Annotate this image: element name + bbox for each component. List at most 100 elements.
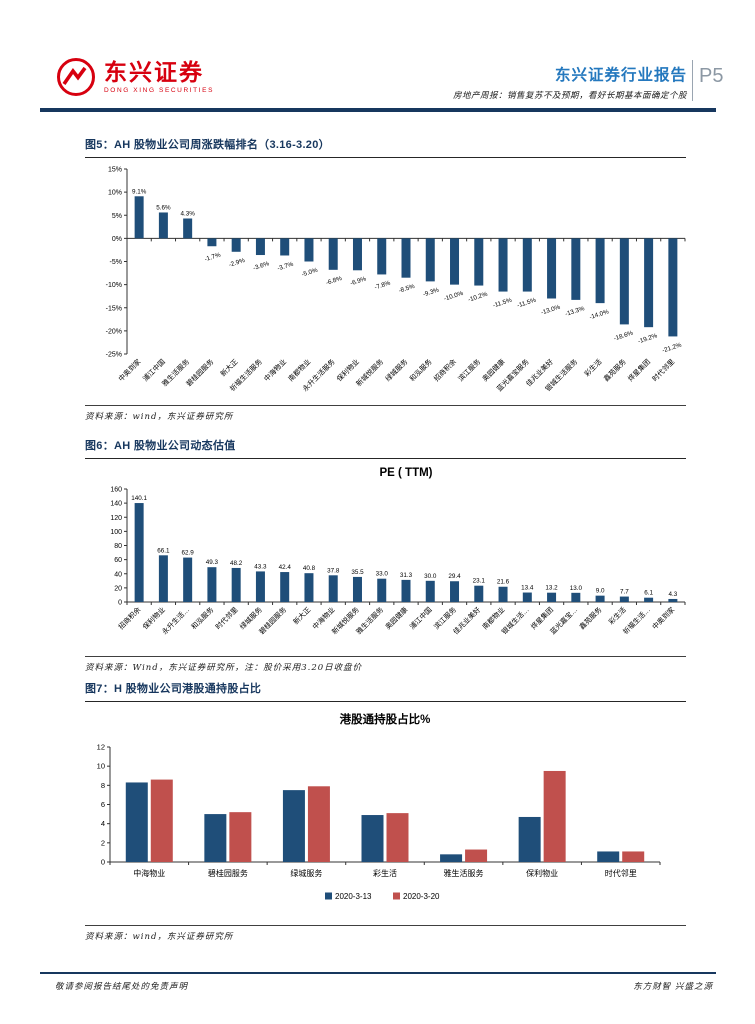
svg-text:彩生活: 彩生活 (373, 868, 397, 878)
svg-text:-18.6%: -18.6% (613, 330, 635, 343)
svg-text:140: 140 (110, 501, 122, 508)
svg-text:滨江服务: 滨江服务 (456, 357, 482, 383)
footer-rule (40, 972, 716, 974)
svg-text:2: 2 (101, 838, 105, 847)
figure-7: 图7：H 股物业公司港股通持股占比 12 10 8 6 4 2 0 港股通持股占比% 中海物业 碧… (85, 680, 686, 942)
svg-text:0: 0 (118, 600, 122, 607)
svg-text:时代邻里: 时代邻里 (650, 357, 676, 383)
figure5-bar-chart: 15% 10% 5% 0% -5% -10% -15% -20% -25% 9.1% 中奥到家 5.6… (106, 167, 686, 393)
logo-mark-icon (57, 58, 95, 96)
svg-text:2020-3-13: 2020-3-13 (335, 892, 372, 901)
svg-text:浦江中国: 浦江中国 (141, 357, 167, 383)
svg-text:绿城服务: 绿城服务 (383, 357, 409, 383)
svg-text:60: 60 (114, 557, 122, 564)
svg-text:-9.3%: -9.3% (422, 287, 440, 299)
footer-slogan: 东方财智 兴盛之源 (633, 982, 713, 992)
svg-text:保利物业: 保利物业 (526, 868, 558, 878)
figure7-caption: 图7：H 股物业公司港股通持股占比 (85, 680, 686, 702)
svg-text:-2.9%: -2.9% (228, 257, 246, 269)
svg-text:奥园健康: 奥园健康 (383, 605, 409, 631)
svg-text:35.5: 35.5 (351, 569, 364, 576)
svg-text:37.8: 37.8 (327, 567, 340, 574)
svg-text:时代邻里: 时代邻里 (605, 868, 637, 878)
svg-text:6.1: 6.1 (644, 590, 653, 597)
svg-text:48.2: 48.2 (230, 560, 243, 567)
svg-text:招商积余: 招商积余 (432, 357, 458, 383)
svg-text:42.4: 42.4 (279, 564, 292, 571)
svg-text:80: 80 (114, 543, 122, 550)
svg-text:中海物业: 中海物业 (133, 868, 165, 878)
svg-text:9.1%: 9.1% (132, 188, 147, 195)
figure-6: 图6：AH 股物业公司动态估值 160 140 120 100 80 60 40 20 0 PE … (85, 437, 686, 673)
svg-text:-6.9%: -6.9% (349, 275, 367, 287)
svg-text:烨星集团: 烨星集团 (529, 605, 555, 631)
svg-text:PE ( TTM): PE ( TTM) (379, 467, 432, 479)
svg-text:23.1: 23.1 (473, 578, 486, 585)
svg-text:-14.0%: -14.0% (589, 308, 611, 321)
svg-text:雅生活服务: 雅生活服务 (444, 868, 484, 878)
figure6-caption: 图6：AH 股物业公司动态估值 (85, 437, 686, 459)
svg-text:南都物业: 南都物业 (480, 605, 506, 631)
svg-text:时代邻里: 时代邻里 (213, 605, 239, 631)
svg-text:5%: 5% (112, 213, 122, 220)
svg-text:33.0: 33.0 (376, 571, 389, 578)
brand-logo: 东兴证券 DONG XING SECURITIES (55, 56, 214, 98)
svg-text:-7.8%: -7.8% (374, 280, 392, 292)
svg-text:中奥到家: 中奥到家 (116, 357, 142, 383)
svg-text:15%: 15% (108, 167, 122, 174)
svg-text:鑫苑服务: 鑫苑服务 (577, 605, 603, 631)
svg-text:4: 4 (101, 819, 105, 828)
svg-text:滨江服务: 滨江服务 (432, 605, 458, 631)
svg-text:浦江中国: 浦江中国 (408, 605, 434, 631)
header-title-block: 东兴证券行业报告 房地产周报：销售复苏不及预期，看好长期基本面确定个股 (453, 63, 687, 101)
svg-text:招商积余: 招商积余 (116, 605, 142, 631)
header-divider (692, 60, 693, 101)
svg-text:13.0: 13.0 (570, 585, 583, 592)
logo-cn-name: 东兴证券 (104, 59, 204, 86)
svg-text:2020-3-20: 2020-3-20 (403, 892, 440, 901)
svg-text:-20%: -20% (106, 328, 122, 335)
svg-text:-10.0%: -10.0% (443, 290, 465, 303)
svg-text:13.4: 13.4 (521, 585, 534, 592)
svg-text:鑫苑服务: 鑫苑服务 (602, 357, 628, 383)
svg-text:66.1: 66.1 (157, 547, 170, 554)
figure6-source: 资料来源：Wind，东兴证券研究所，注：股价采用3.20日收盘价 (85, 656, 686, 673)
svg-text:-15%: -15% (106, 305, 122, 312)
svg-text:100: 100 (110, 529, 122, 536)
svg-text:绿城服务: 绿城服务 (290, 868, 322, 878)
svg-text:0: 0 (101, 858, 105, 867)
svg-text:-19.2%: -19.2% (637, 332, 659, 345)
figure6-bar-chart: 160 140 120 100 80 60 40 20 0 PE ( TTM) 140.1 招商积余 6… (110, 467, 686, 636)
svg-text:和泓服务: 和泓服务 (189, 605, 215, 631)
svg-text:中海物业: 中海物业 (310, 605, 336, 631)
svg-text:10: 10 (97, 762, 105, 771)
figure7-source: 资料来源：wind，东兴证券研究所 (85, 925, 686, 942)
svg-text:新大正: 新大正 (291, 605, 312, 626)
svg-text:43.3: 43.3 (254, 563, 267, 570)
svg-text:-25%: -25% (106, 352, 122, 359)
svg-text:-10%: -10% (106, 282, 122, 289)
svg-text:港股通持股占比%: 港股通持股占比% (340, 712, 431, 726)
report-subtitle: 房地产周报：销售复苏不及预期，看好长期基本面确定个股 (452, 91, 687, 101)
logo-en-name: DONG XING SECURITIES (104, 86, 215, 94)
svg-text:120: 120 (110, 515, 122, 522)
svg-text:-3.6%: -3.6% (252, 260, 270, 272)
svg-text:烨星集团: 烨星集团 (626, 357, 652, 383)
svg-text:30.0: 30.0 (424, 573, 437, 580)
header-rule (40, 108, 716, 112)
svg-text:4.3%: 4.3% (180, 210, 195, 217)
svg-text:40: 40 (114, 571, 122, 578)
figure5-source: 资料来源：wind，东兴证券研究所 (85, 405, 686, 422)
svg-text:6: 6 (101, 800, 105, 809)
svg-text:0%: 0% (112, 236, 122, 243)
svg-text:-6.8%: -6.8% (325, 275, 343, 287)
svg-text:-21.2%: -21.2% (661, 342, 683, 355)
figure-5: 图5：AH 股物业公司周涨跌幅排名（3.16-3.20） 15% 10% 5% 0% -… (85, 136, 686, 422)
svg-text:20: 20 (114, 585, 122, 592)
logo-text: 东兴证券 DONG XING SECURITIES (104, 60, 214, 93)
svg-text:-5%: -5% (110, 259, 122, 266)
svg-text:彩生活: 彩生活 (582, 357, 603, 378)
svg-text:保利物业: 保利物业 (335, 357, 361, 383)
svg-text:中奥到家: 中奥到家 (650, 605, 676, 631)
